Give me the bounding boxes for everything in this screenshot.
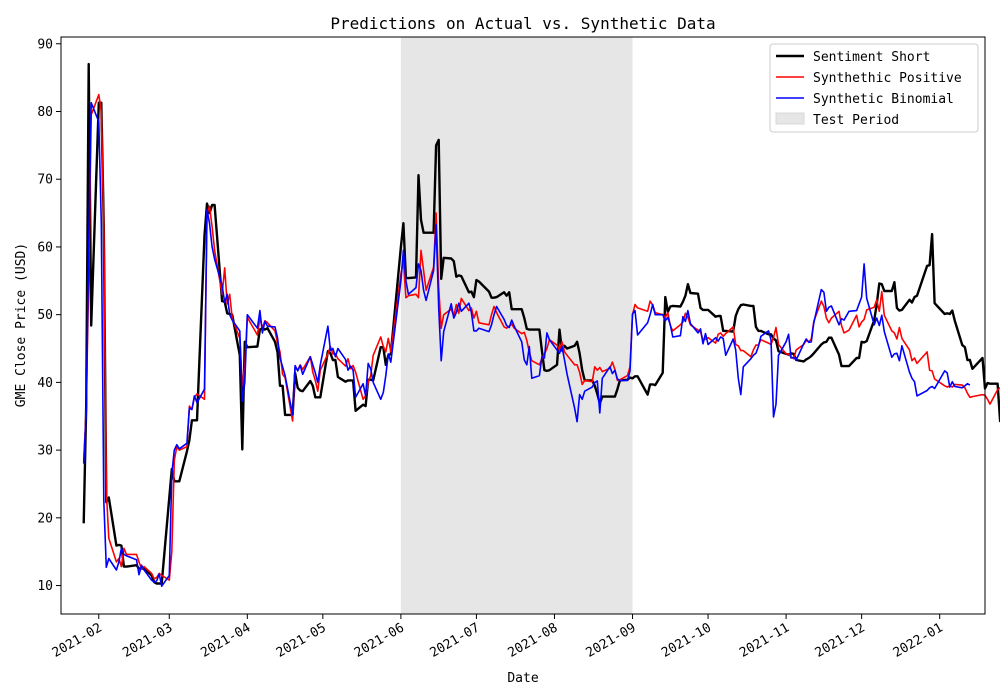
y-axis-label: GME Close Price (USD)	[14, 243, 29, 407]
test-period-band	[400, 37, 633, 614]
plot-area	[60, 36, 1000, 615]
y-tick-label: 40	[37, 376, 53, 391]
legend-swatch-test-period	[775, 112, 805, 125]
legend-box	[769, 43, 979, 133]
y-tick-label: 30	[37, 444, 53, 459]
y-axis: 10 20 30 40 50 60 70 80 90	[37, 37, 61, 594]
legend-label-sentiment-short: Sentiment Short	[813, 50, 930, 65]
series-line-sentiment-short	[82, 62, 1000, 585]
y-tick-label: 80	[37, 105, 53, 120]
axes-frame	[60, 36, 986, 615]
legend-label-synthetic-positive: Synthethic Positive	[813, 71, 962, 86]
y-tick-label: 90	[37, 37, 53, 52]
y-tick-label: 70	[37, 173, 53, 188]
series-layer	[82, 62, 1000, 587]
y-tick-label: 60	[37, 240, 53, 255]
legend-label-test-period: Test Period	[813, 113, 899, 128]
legend: Sentiment Short Synthethic Positive Synt…	[769, 43, 979, 133]
x-axis-label: Date	[507, 671, 538, 686]
y-tick-label: 50	[37, 308, 53, 323]
y-tick-label: 10	[37, 579, 53, 594]
chart-title: Predictions on Actual vs. Synthetic Data	[330, 14, 715, 33]
y-tick-label: 20	[37, 511, 53, 526]
legend-label-synthetic-binomial: Synthetic Binomial	[813, 92, 954, 107]
series-line-synthetic-binomial	[82, 101, 971, 587]
